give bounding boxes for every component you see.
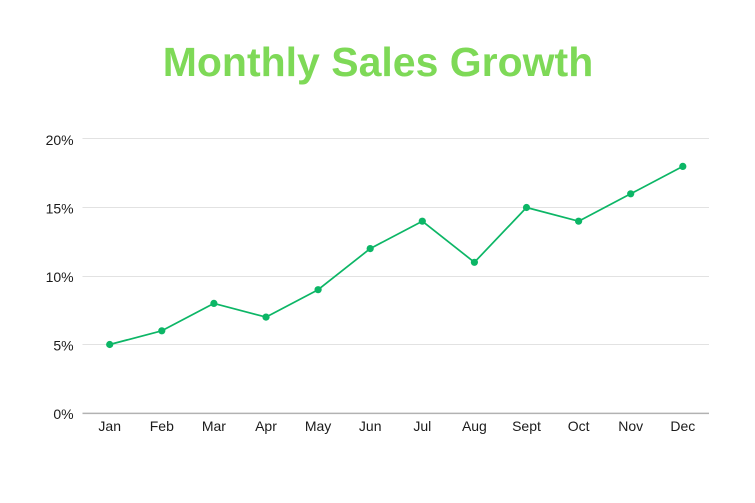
svg-text:Aug: Aug [462, 418, 487, 434]
svg-text:May: May [305, 418, 331, 434]
svg-text:Mar: Mar [202, 418, 226, 434]
svg-text:Jul: Jul [413, 418, 431, 434]
svg-text:Dec: Dec [670, 418, 695, 434]
svg-text:15%: 15% [46, 200, 74, 216]
svg-text:Oct: Oct [568, 418, 590, 434]
svg-text:5%: 5% [53, 337, 73, 353]
svg-text:Apr: Apr [255, 418, 277, 434]
svg-text:Feb: Feb [150, 418, 174, 434]
svg-text:Monthly Sales Growth: Monthly Sales Growth [163, 39, 594, 85]
svg-text:Nov: Nov [618, 418, 643, 434]
svg-text:0%: 0% [53, 406, 73, 422]
svg-text:10%: 10% [46, 269, 74, 285]
svg-text:Jun: Jun [359, 418, 382, 434]
svg-text:Sept: Sept [512, 418, 541, 434]
svg-text:20%: 20% [46, 132, 74, 148]
svg-text:Jan: Jan [98, 418, 121, 434]
